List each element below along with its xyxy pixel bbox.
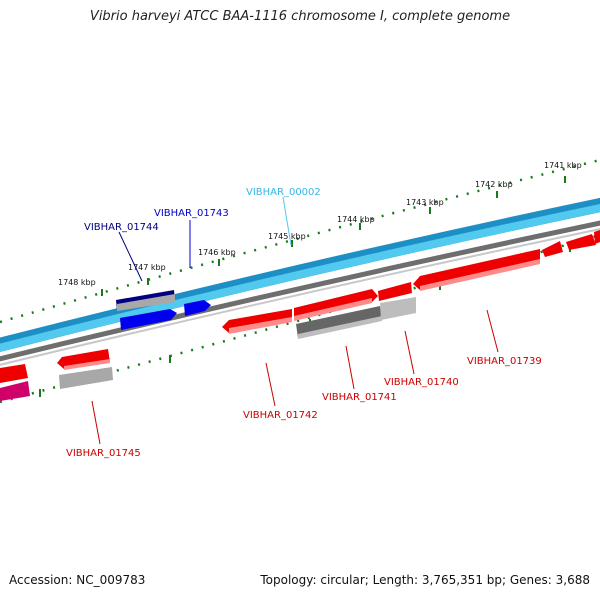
kbp-label-1747: 1747 kbp [128, 263, 166, 272]
gene-VIBHAR_01743-a[interactable] [120, 309, 177, 330]
kbp-label-1743: 1743 kbp [406, 198, 444, 207]
upper-tick-row [0, 158, 600, 324]
gene-left-edge-magenta[interactable] [0, 381, 30, 401]
gene-label-VIBHAR_01743[interactable]: VIBHAR_01743 [154, 208, 229, 219]
kbp-label-1746: 1746 kbp [198, 248, 236, 257]
gene-VIBHAR_01740[interactable] [378, 282, 416, 320]
gene-label-VIBHAR_01742[interactable]: VIBHAR_01742 [243, 410, 318, 421]
gene-reverse-small-1[interactable] [542, 241, 563, 257]
gene-label-VIBHAR_01745[interactable]: VIBHAR_01745 [66, 448, 141, 459]
gene-label-VIBHAR_01739[interactable]: VIBHAR_01739 [467, 356, 542, 367]
gene-VIBHAR_01739[interactable] [413, 249, 540, 291]
kbp-label-1748: 1748 kbp [58, 278, 96, 287]
kbp-label-1745: 1745 kbp [268, 232, 306, 241]
gene-left-edge-red[interactable] [0, 364, 28, 383]
accession-text: Accession: NC_009783 [9, 573, 146, 587]
gene-label-VIBHAR_00002[interactable]: VIBHAR_00002 [246, 187, 321, 198]
gene-reverse-small-3[interactable] [594, 230, 600, 244]
kbp-label-1744: 1744 kbp [337, 215, 375, 224]
gene-VIBHAR_01741-pseudo[interactable] [296, 306, 382, 339]
kbp-label-1742: 1742 kbp [475, 180, 513, 189]
gene-VIBHAR_01744[interactable] [116, 290, 175, 311]
callout-lines [91, 196, 499, 445]
gene-VIBHAR_01742[interactable] [222, 309, 292, 334]
gene-VIBHAR_01745[interactable] [57, 349, 113, 389]
forward-strand-track [0, 197, 600, 352]
gene-VIBHAR_01743-b[interactable] [184, 300, 211, 316]
gene-reverse-small-2[interactable] [566, 234, 596, 250]
backbone-track [0, 220, 600, 366]
gene-label-VIBHAR_01740[interactable]: VIBHAR_01740 [384, 377, 459, 388]
gene-VIBHAR_01741[interactable] [294, 289, 378, 321]
gene-label-VIBHAR_01741[interactable]: VIBHAR_01741 [322, 392, 397, 403]
map-title: Vibrio harveyi ATCC BAA-1116 chromosome … [89, 9, 511, 24]
gene-label-VIBHAR_01744[interactable]: VIBHAR_01744 [84, 222, 159, 233]
kbp-label-1741: 1741 kbp [544, 161, 582, 170]
topology-text: Topology: circular; Length: 3,765,351 bp… [260, 573, 590, 587]
